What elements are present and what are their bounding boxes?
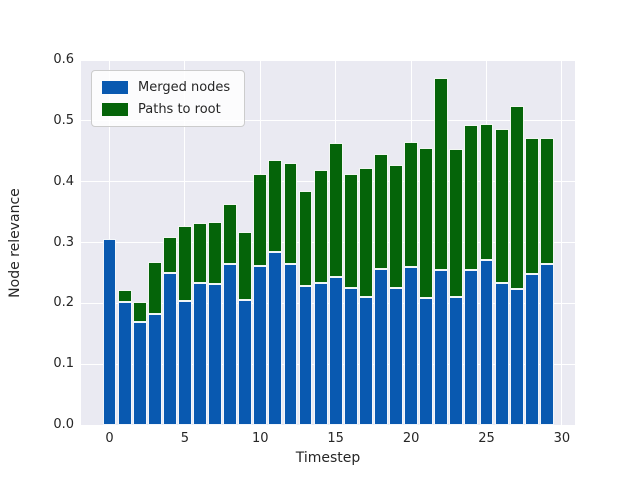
bar-segment-paths-to-root-t19 xyxy=(389,164,403,288)
bar-segment-paths-to-root-t20 xyxy=(404,141,419,267)
h-gridline xyxy=(81,59,575,61)
x-tick-label-20: 20 xyxy=(402,431,420,446)
bar-segment-paths-to-root-t9 xyxy=(238,232,253,301)
bar-segment-merged-nodes-t9 xyxy=(238,300,253,425)
bar-segment-merged-nodes-t16 xyxy=(343,288,358,425)
bar-segment-merged-nodes-t6 xyxy=(193,282,207,425)
bar-segment-merged-nodes-t3 xyxy=(147,314,162,425)
bar-segment-paths-to-root-t29 xyxy=(539,137,554,265)
x-tick-label-5: 5 xyxy=(180,431,190,446)
bar-segment-merged-nodes-t7 xyxy=(208,283,222,425)
y-tick-label-0.6: 0.6 xyxy=(53,52,74,67)
legend-label-merged-nodes: Merged nodes xyxy=(138,80,231,95)
bar-segment-merged-nodes-t12 xyxy=(283,264,298,425)
h-gridline xyxy=(81,241,575,244)
bar-segment-paths-to-root-t7 xyxy=(208,221,222,284)
plot-area: Merged nodes Paths to root xyxy=(81,59,575,425)
bar-segment-paths-to-root-t3 xyxy=(147,261,162,315)
bar-segment-merged-nodes-t21 xyxy=(419,298,434,425)
bar-segment-paths-to-root-t27 xyxy=(509,105,524,290)
legend-swatch-paths-to-root xyxy=(102,103,128,116)
bar-segment-merged-nodes-t11 xyxy=(268,252,283,425)
bar-segment-merged-nodes-t15 xyxy=(328,276,343,425)
bar-segment-paths-to-root-t13 xyxy=(298,191,313,287)
v-gridline xyxy=(561,60,563,425)
x-tick-label-15: 15 xyxy=(327,431,344,446)
bar-segment-merged-nodes-t2 xyxy=(132,322,147,425)
x-tick-label-30: 30 xyxy=(553,431,571,446)
bar-segment-paths-to-root-t24 xyxy=(464,125,479,271)
bar-segment-merged-nodes-t18 xyxy=(373,268,388,425)
bar-segment-paths-to-root-t16 xyxy=(343,174,358,289)
y-tick-label-0.3: 0.3 xyxy=(53,234,74,250)
bar-segment-merged-nodes-t10 xyxy=(253,266,268,425)
y-tick-label-0.5: 0.5 xyxy=(53,112,74,128)
bar-segment-paths-to-root-t18 xyxy=(373,153,388,269)
bar-segment-paths-to-root-t23 xyxy=(449,148,464,297)
x-axis-label: Timestep xyxy=(295,450,361,466)
bar-segment-merged-nodes-t14 xyxy=(313,282,328,425)
bar-segment-paths-to-root-t17 xyxy=(358,167,373,297)
bar-segment-paths-to-root-t15 xyxy=(328,142,343,277)
bar-segment-paths-to-root-t25 xyxy=(479,123,494,260)
bar-segment-merged-nodes-t27 xyxy=(509,289,524,425)
bar-segment-paths-to-root-t21 xyxy=(419,147,434,299)
bar-segment-merged-nodes-t25 xyxy=(479,259,494,425)
legend-item-merged-nodes: Merged nodes xyxy=(102,80,230,95)
y-axis-label: Node relevance xyxy=(7,188,23,298)
bar-segment-merged-nodes-t13 xyxy=(298,286,313,425)
legend-swatch-merged-nodes xyxy=(102,81,128,94)
h-gridline xyxy=(81,120,575,122)
h-gridline xyxy=(81,363,575,365)
x-tick-label-10: 10 xyxy=(252,431,269,446)
y-tick-label-0.1: 0.1 xyxy=(53,356,74,372)
y-tick-label-0.2: 0.2 xyxy=(53,295,74,311)
bar-segment-paths-to-root-t14 xyxy=(313,169,328,283)
legend-item-paths-to-root: Paths to root xyxy=(102,102,230,117)
bar-segment-merged-nodes-t20 xyxy=(404,266,419,425)
bar-segment-paths-to-root-t4 xyxy=(162,237,177,273)
h-gridline xyxy=(81,302,575,304)
bar-segment-merged-nodes-t1 xyxy=(117,302,132,425)
legend: Merged nodes Paths to root xyxy=(91,70,246,127)
bar-segment-paths-to-root-t8 xyxy=(223,203,238,264)
x-tick-label-25: 25 xyxy=(478,431,495,446)
bar-segment-paths-to-root-t6 xyxy=(193,223,207,283)
h-gridline xyxy=(81,181,575,183)
bar-segment-paths-to-root-t2 xyxy=(132,302,147,323)
bar-segment-merged-nodes-t24 xyxy=(464,270,479,425)
bar-segment-merged-nodes-t28 xyxy=(524,274,539,425)
bar-segment-paths-to-root-t5 xyxy=(177,226,192,301)
bar-segment-paths-to-root-t26 xyxy=(494,128,509,283)
bar-segment-paths-to-root-t22 xyxy=(434,77,449,271)
bar-segment-merged-nodes-t4 xyxy=(162,272,177,425)
bar-segment-merged-nodes-t0 xyxy=(102,239,117,425)
bar-segment-merged-nodes-t5 xyxy=(177,300,192,425)
x-tick-label-0: 0 xyxy=(105,431,114,446)
y-tick-label-0.0: 0.0 xyxy=(53,417,74,432)
bar-segment-merged-nodes-t22 xyxy=(434,270,449,425)
bar-segment-merged-nodes-t19 xyxy=(389,287,403,425)
bar-segment-merged-nodes-t29 xyxy=(539,264,554,425)
bar-segment-paths-to-root-t28 xyxy=(524,138,539,275)
bar-segment-paths-to-root-t10 xyxy=(253,174,268,267)
bar-segment-merged-nodes-t8 xyxy=(223,263,238,425)
bar-segment-paths-to-root-t1 xyxy=(117,289,132,303)
bar-segment-paths-to-root-t12 xyxy=(283,162,298,265)
y-tick-label-0.4: 0.4 xyxy=(53,173,74,189)
legend-label-paths-to-root: Paths to root xyxy=(138,102,221,117)
bar-segment-paths-to-root-t11 xyxy=(268,160,283,253)
bar-segment-merged-nodes-t26 xyxy=(494,282,509,425)
bar-segment-merged-nodes-t23 xyxy=(449,296,464,425)
bar-segment-merged-nodes-t17 xyxy=(358,296,373,425)
